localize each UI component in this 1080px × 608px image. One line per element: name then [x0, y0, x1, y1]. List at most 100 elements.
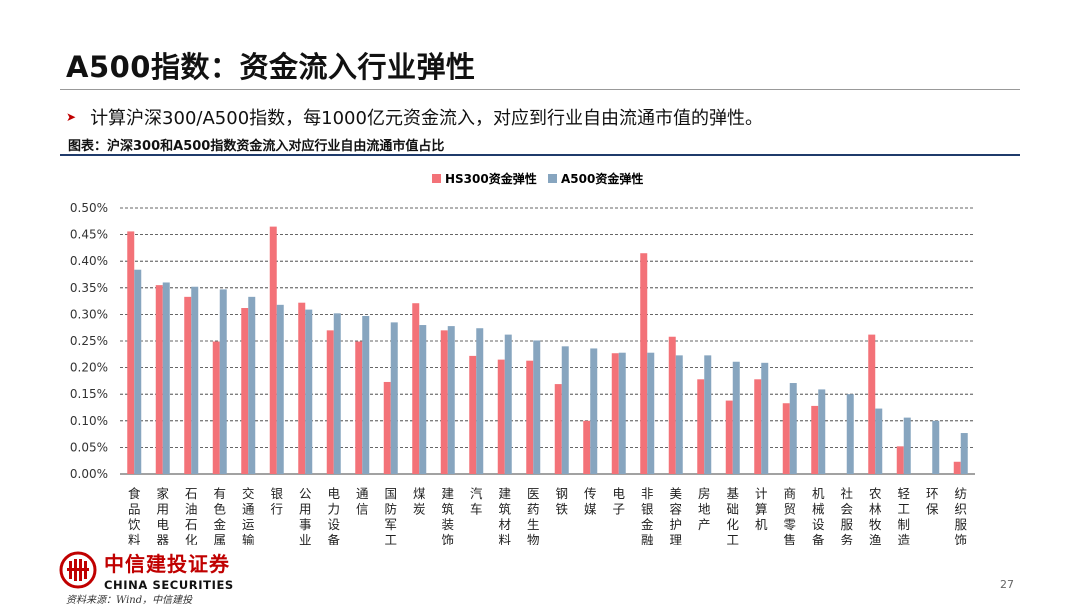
bar-a500	[162, 282, 170, 474]
x-category-label: 非银金融	[641, 486, 654, 545]
bar-hs300	[611, 353, 619, 474]
bar-chart: HS300资金弹性 A500资金弹性 0.00% 0.05% 0.10% 0.15% 0.2…	[70, 171, 975, 545]
bar-a500	[447, 326, 455, 474]
x-category-label: 建筑材料	[498, 486, 511, 545]
bar-hs300	[469, 355, 477, 474]
legend-swatch-a500	[548, 174, 557, 183]
bar-hs300	[155, 285, 163, 474]
y-tick-label: 0.15%	[70, 387, 108, 401]
title-divider	[60, 89, 1020, 90]
bar-hs300	[269, 226, 277, 474]
bar-hs300	[953, 461, 961, 474]
bar-a500	[305, 309, 313, 474]
x-category-label: 房地产	[698, 486, 711, 532]
bar-hs300	[383, 381, 391, 474]
x-category-label: 银行	[270, 486, 283, 517]
y-tick-label: 0.05%	[70, 440, 108, 454]
bullet-text: 计算沪深300/A500指数，每1000亿元资金流入，对应到行业自由流通市值的弹…	[90, 108, 763, 129]
bar-a500	[818, 389, 826, 474]
bar-a500	[362, 315, 370, 474]
bar-hs300	[640, 253, 648, 474]
bar-a500	[276, 304, 284, 474]
bar-a500	[875, 408, 883, 474]
bar-a500	[191, 286, 199, 474]
legend-label-a500: A500资金弹性	[561, 171, 643, 186]
y-tick-label: 0.45%	[70, 228, 108, 242]
x-category-label: 建筑装饰	[441, 486, 454, 545]
x-category-label: 农林牧渔	[869, 486, 882, 545]
y-tick-label: 0.40%	[70, 254, 108, 268]
caption-divider	[60, 154, 1020, 156]
bar-a500	[590, 348, 598, 474]
bar-hs300	[127, 231, 135, 474]
y-tick-label: 0.10%	[70, 414, 108, 428]
bar-a500	[390, 322, 398, 474]
logo-english-name: CHINA SECURITIES	[104, 578, 234, 592]
bar-a500	[789, 383, 797, 474]
x-category-label: 通信	[356, 486, 369, 517]
x-category-label: 煤炭	[413, 486, 426, 517]
bar-a500	[732, 361, 740, 474]
bar-hs300	[440, 330, 448, 474]
bar-a500	[248, 296, 256, 474]
logo-chinese-name: 中信建投证券	[104, 552, 230, 576]
y-tick-label: 0.20%	[70, 361, 108, 375]
x-category-label: 医药生物	[527, 486, 540, 545]
bar-hs300	[725, 400, 733, 474]
x-category-label: 传媒	[584, 486, 597, 517]
bar-a500	[333, 313, 341, 474]
y-tick-label: 0.50%	[70, 201, 108, 215]
x-category-label: 基础化工	[726, 486, 739, 545]
x-category-label: 家用电器	[156, 486, 169, 545]
bar-hs300	[554, 384, 562, 474]
bar-hs300	[782, 403, 790, 474]
legend-swatch-hs300	[432, 174, 441, 183]
slide-title: A500指数：资金流入行业弹性	[66, 50, 476, 84]
company-logo: 中信建投证券 CHINA SECURITIES	[58, 548, 234, 592]
bar-a500	[561, 346, 569, 474]
x-category-label: 美容护理	[669, 486, 682, 545]
bar-a500	[675, 355, 683, 474]
x-category-label: 汽车	[470, 486, 483, 517]
x-category-label: 纺织服饰	[954, 486, 967, 545]
bar-hs300	[184, 296, 192, 474]
bar-a500	[504, 334, 512, 474]
bar-a500	[419, 325, 427, 474]
bar-hs300	[412, 303, 420, 474]
x-category-label: 公用事业	[299, 486, 312, 545]
bar-hs300	[526, 360, 534, 474]
bar-hs300	[697, 379, 705, 474]
x-category-label: 计算机	[755, 486, 768, 532]
bar-a500	[134, 269, 142, 474]
x-category-label: 环保	[926, 486, 939, 517]
x-category-label: 轻工制造	[897, 486, 910, 545]
x-category-label: 机械设备	[812, 486, 825, 545]
y-tick-label: 0.00%	[70, 467, 108, 481]
data-source-note: 资料来源：Wind，中信建投	[66, 595, 193, 606]
arrow-bullet-icon: ➤	[66, 110, 77, 124]
x-category-label: 石油石化	[185, 486, 198, 545]
bar-hs300	[355, 341, 363, 474]
bar-a500	[476, 328, 484, 474]
x-category-label: 钢铁	[555, 486, 568, 517]
bar-hs300	[497, 359, 505, 474]
y-tick-label: 0.30%	[70, 307, 108, 321]
bar-hs300	[668, 336, 676, 474]
bar-a500	[932, 420, 940, 474]
x-category-label: 国防军工	[384, 486, 397, 545]
bar-a500	[704, 355, 712, 474]
bar-hs300	[896, 446, 904, 474]
citic-logo-icon	[59, 551, 97, 589]
x-category-label: 电子	[612, 486, 625, 517]
bar-hs300	[811, 405, 819, 474]
x-category-label: 食品饮料	[128, 486, 141, 545]
bar-hs300	[754, 379, 762, 474]
x-category-label: 社会服务	[840, 486, 853, 545]
x-category-label: 交通运输	[242, 486, 255, 545]
x-category-label: 有色金属	[213, 486, 226, 545]
y-tick-label: 0.25%	[70, 334, 108, 348]
bar-a500	[647, 352, 655, 474]
x-category-label: 电力设备	[327, 486, 340, 545]
bar-a500	[846, 394, 854, 474]
bar-a500	[219, 289, 227, 474]
